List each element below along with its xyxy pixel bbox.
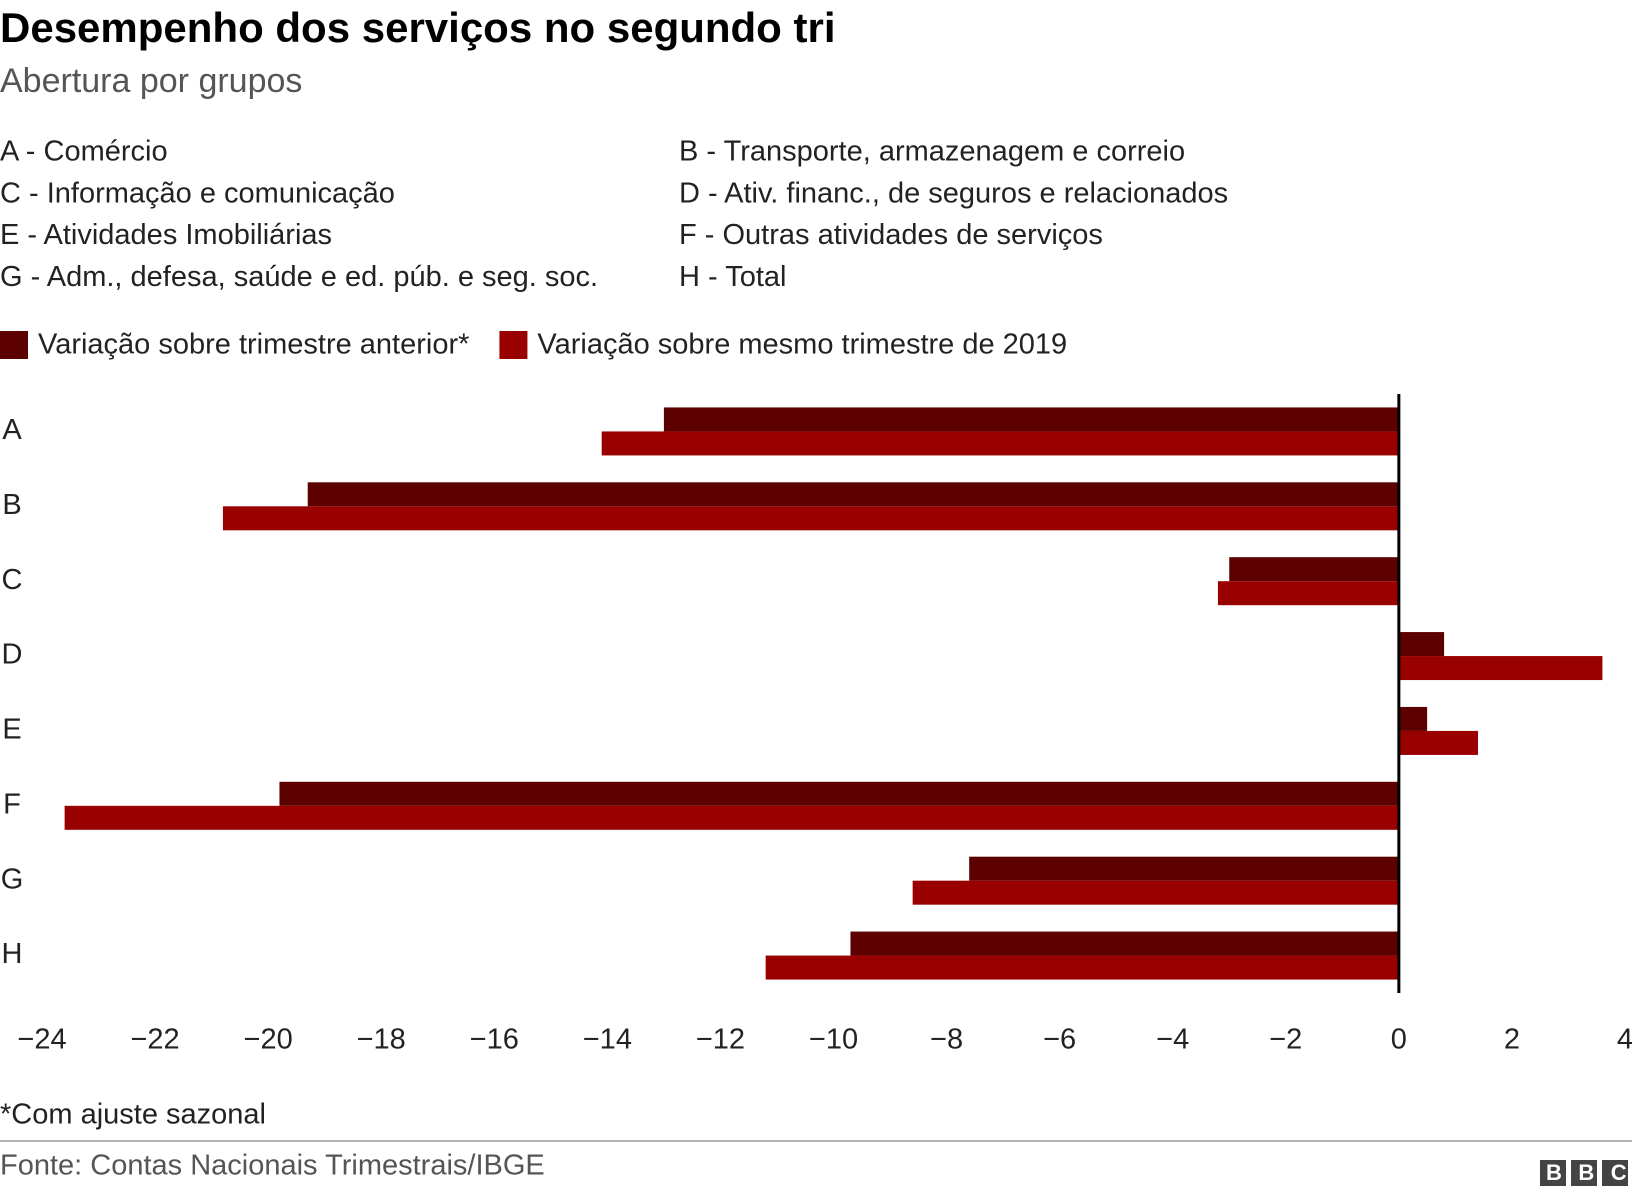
x-tick-label: −24 bbox=[17, 1024, 66, 1056]
bar bbox=[1398, 656, 1603, 681]
bar bbox=[279, 781, 1399, 806]
chart-subtitle: Abertura por grupos bbox=[0, 62, 302, 100]
bar bbox=[765, 955, 1399, 980]
logo: BBC bbox=[1540, 1160, 1632, 1186]
bar bbox=[222, 506, 1399, 531]
group-label: H - Total bbox=[679, 261, 786, 293]
bar bbox=[969, 856, 1399, 881]
bar bbox=[1398, 632, 1445, 657]
bar bbox=[601, 431, 1399, 456]
group-label: F - Outras atividades de serviços bbox=[679, 219, 1103, 251]
bar bbox=[307, 482, 1399, 507]
x-tick-label: −12 bbox=[696, 1024, 745, 1056]
x-tick-label: −8 bbox=[930, 1024, 963, 1056]
x-tick-label: −16 bbox=[470, 1024, 519, 1056]
group-label: D - Ativ. financ., de seguros e relacion… bbox=[679, 177, 1228, 209]
x-tick-label: −10 bbox=[809, 1024, 858, 1056]
legend-swatch bbox=[0, 331, 28, 359]
y-tick-label: B bbox=[2, 489, 21, 521]
x-tick-label: −14 bbox=[583, 1024, 632, 1056]
bar bbox=[850, 931, 1399, 956]
bar bbox=[1217, 581, 1399, 606]
bar bbox=[912, 880, 1399, 905]
x-tick-label: −6 bbox=[1043, 1024, 1076, 1056]
x-tick-label: 0 bbox=[1391, 1024, 1407, 1056]
legend-label: Variação sobre trimestre anterior* bbox=[38, 329, 469, 361]
bar bbox=[1398, 706, 1428, 731]
group-label: C - Informação e comunicação bbox=[0, 177, 395, 209]
y-tick-label: H bbox=[2, 938, 23, 970]
group-label: E - Atividades Imobiliárias bbox=[0, 219, 332, 251]
bar bbox=[1229, 557, 1399, 582]
chart-title: Desempenho dos serviços no segundo tri bbox=[0, 4, 836, 51]
y-tick-label: D bbox=[2, 639, 23, 671]
y-tick-label: A bbox=[2, 414, 22, 446]
x-tick-label: −22 bbox=[130, 1024, 179, 1056]
x-tick-label: 4 bbox=[1617, 1024, 1632, 1056]
bar bbox=[1398, 730, 1479, 755]
footnote: *Com ajuste sazonal bbox=[0, 1099, 266, 1131]
x-tick-label: −18 bbox=[357, 1024, 406, 1056]
x-tick-label: 2 bbox=[1504, 1024, 1520, 1056]
group-label: B - Transporte, armazenagem e correio bbox=[679, 136, 1185, 168]
bar bbox=[663, 407, 1399, 432]
legend-label: Variação sobre mesmo trimestre de 2019 bbox=[537, 329, 1067, 361]
y-tick-label: G bbox=[1, 863, 24, 895]
x-tick-label: −4 bbox=[1156, 1024, 1189, 1056]
y-tick-label: F bbox=[3, 788, 21, 820]
bar bbox=[64, 805, 1399, 830]
source: Fonte: Contas Nacionais Trimestrais/IBGE bbox=[0, 1150, 545, 1182]
y-tick-label: E bbox=[2, 714, 21, 746]
x-tick-label: −20 bbox=[244, 1024, 293, 1056]
x-tick-label: −2 bbox=[1269, 1024, 1302, 1056]
group-label: A - Comércio bbox=[0, 136, 168, 168]
group-label: G - Adm., defesa, saúde e ed. púb. e seg… bbox=[0, 261, 598, 293]
y-tick-label: C bbox=[2, 564, 23, 596]
legend-swatch bbox=[499, 331, 528, 359]
logo-text: BBC bbox=[1546, 1160, 1632, 1185]
